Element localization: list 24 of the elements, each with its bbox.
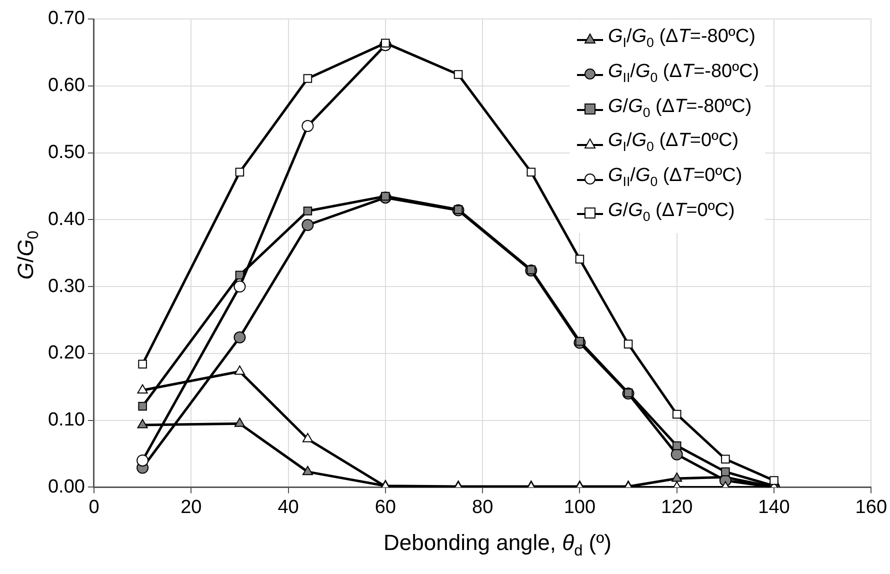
legend-label: G/G$_{0}$ (ΔT=-80ºC) [608, 94, 752, 122]
x-tick-label: 60 [374, 496, 396, 518]
x-tick-label: 40 [278, 496, 299, 518]
x-tick-label: 140 [758, 496, 790, 518]
y-tick-label: 0.00 [48, 476, 85, 498]
y-tick-label: 0.20 [48, 342, 85, 364]
y-tick-label: 0.30 [48, 276, 85, 297]
y-tick-label: 0.50 [48, 142, 85, 164]
y-tick-label: 0.10 [48, 410, 85, 431]
legend-label: G$_{II}$/G$_{0}$ (ΔT=0ºC) [608, 164, 742, 191]
x-tick-label: 20 [180, 496, 202, 518]
y-tick-label: 0.40 [48, 208, 85, 230]
legend-label: G/G$_{0}$ (ΔT=0ºC) [608, 198, 735, 226]
y-tick-label: 0.60 [48, 75, 85, 96]
x-tick-label: 0 [88, 496, 100, 518]
x-axis-title: Debonding angle, θ$_{d}$ (º) [382, 530, 612, 560]
y-tick-label: 0.70 [48, 8, 85, 30]
legend-label: G$_{I}$/G$_{0}$ (ΔT=-80ºC) [608, 25, 756, 52]
x-tick-label: 100 [564, 496, 596, 518]
legend-label: G$_{II}$/G$_{0}$ (ΔT=-80ºC) [608, 60, 760, 87]
legend-label: G$_{I}$/G$_{0}$ (ΔT=0ºC) [608, 129, 739, 156]
x-tick-label: 80 [472, 496, 494, 518]
x-tick-label: 160 [855, 496, 887, 518]
x-tick-label: 120 [661, 496, 693, 518]
